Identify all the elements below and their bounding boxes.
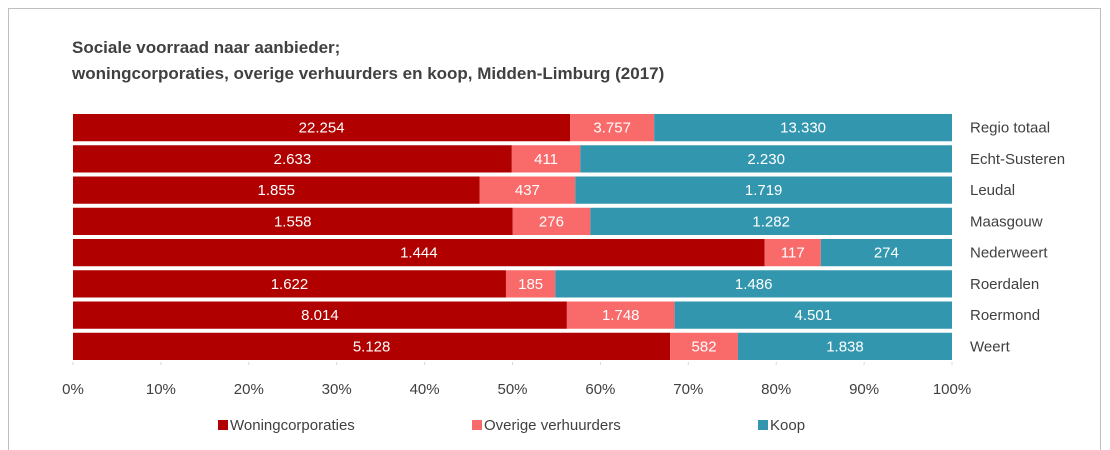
data-label: 117: [781, 245, 805, 262]
bar-segment: [73, 207, 513, 235]
bar-segment: [764, 239, 821, 267]
category-label: Leudal: [970, 182, 1015, 199]
x-tick-label: 90%: [849, 381, 879, 398]
bar-segment: [555, 270, 952, 298]
bar-segment: [575, 176, 952, 204]
category-label: Nederweert: [970, 245, 1048, 262]
bar-segment: [512, 207, 591, 235]
data-label: 1.486: [735, 276, 773, 293]
chart-frame: [8, 8, 1101, 450]
legend-swatch: [472, 420, 482, 430]
data-label: 1.444: [400, 245, 438, 262]
data-label: 22.254: [299, 120, 345, 137]
bar-segment: [73, 176, 480, 204]
legend-swatch: [758, 420, 768, 430]
bar-segment: [670, 332, 738, 360]
chart-title: woningcorporaties, overige verhuurders e…: [71, 64, 664, 83]
x-tick-label: 60%: [585, 381, 615, 398]
x-tick-label: 80%: [761, 381, 791, 398]
data-label: 1.282: [752, 213, 790, 230]
category-label: Regio totaal: [970, 120, 1050, 137]
x-tick-label: 40%: [410, 381, 440, 398]
data-label: 5.128: [353, 338, 391, 355]
data-label: 2.633: [274, 151, 312, 168]
data-label: 437: [515, 182, 540, 199]
bar-segment: [73, 332, 671, 360]
data-label: 3.757: [593, 120, 631, 137]
data-label: 13.330: [780, 120, 826, 137]
bar-segment: [570, 114, 655, 142]
data-label: 2.230: [747, 151, 785, 168]
data-label: 4.501: [795, 307, 833, 324]
legend-label: Woningcorporaties: [230, 417, 355, 434]
bar-segment: [73, 114, 571, 142]
bar-segment: [73, 270, 506, 298]
data-label: 582: [692, 338, 717, 355]
data-label: 274: [874, 245, 899, 262]
category-label: Roermond: [970, 307, 1040, 324]
data-label: 1.748: [602, 307, 640, 324]
bar-segment: [505, 270, 556, 298]
bar-segment: [654, 114, 952, 142]
data-label: 1.719: [745, 182, 783, 199]
bar-segment: [674, 301, 952, 329]
x-tick-label: 10%: [146, 381, 176, 398]
chart-title: Sociale voorraad naar aanbieder;: [72, 38, 340, 57]
x-tick-label: 30%: [322, 381, 352, 398]
bar-segment: [737, 332, 952, 360]
category-label: Echt-Susteren: [970, 151, 1065, 168]
data-label: 1.558: [274, 213, 312, 230]
bar-segment: [820, 239, 952, 267]
legend-label: Koop: [770, 417, 805, 434]
x-tick-label: 20%: [234, 381, 264, 398]
bar-segment: [73, 145, 512, 173]
bar-segment: [566, 301, 675, 329]
x-tick-label: 70%: [673, 381, 703, 398]
data-label: 185: [518, 276, 543, 293]
category-label: Roerdalen: [970, 276, 1039, 293]
x-tick-label: 100%: [933, 381, 971, 398]
bar-segment: [590, 207, 952, 235]
legend-label: Overige verhuurders: [484, 417, 621, 434]
data-label: 276: [539, 213, 564, 230]
category-label: Weert: [970, 338, 1011, 355]
data-label: 8.014: [301, 307, 339, 324]
legend-swatch: [218, 420, 228, 430]
bar-segment: [511, 145, 581, 173]
category-label: Maasgouw: [970, 213, 1043, 230]
data-label: 411: [534, 151, 558, 168]
bar-segment: [73, 301, 567, 329]
x-tick-label: 50%: [497, 381, 527, 398]
data-label: 1.622: [271, 276, 309, 293]
bar-segment: [479, 176, 576, 204]
bar-segment: [73, 239, 765, 267]
data-label: 1.855: [257, 182, 295, 199]
bar-segment: [580, 145, 952, 173]
x-tick-label: 0%: [62, 381, 84, 398]
data-label: 1.838: [826, 338, 864, 355]
